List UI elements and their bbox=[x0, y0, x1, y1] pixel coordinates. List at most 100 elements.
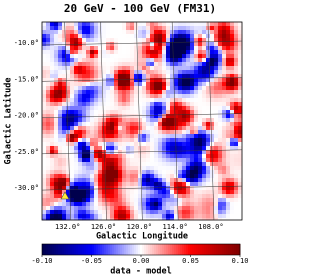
map-cell bbox=[106, 118, 111, 123]
map-cell bbox=[98, 130, 103, 135]
map-cell bbox=[182, 54, 187, 59]
map-cell bbox=[186, 146, 191, 151]
map-cell bbox=[198, 178, 203, 183]
map-cell bbox=[226, 90, 231, 95]
map-cell bbox=[74, 210, 79, 215]
map-cell bbox=[126, 154, 131, 159]
map-cell bbox=[98, 46, 103, 51]
map-cell bbox=[50, 174, 55, 179]
map-cell bbox=[50, 26, 55, 31]
map-cell bbox=[114, 158, 119, 163]
map-cell bbox=[82, 122, 87, 127]
map-cell bbox=[194, 178, 199, 183]
map-cell bbox=[122, 122, 127, 127]
grid-line bbox=[64, 21, 71, 221]
map-cell bbox=[110, 66, 115, 71]
map-cell bbox=[78, 194, 83, 199]
map-cell bbox=[118, 158, 123, 163]
map-cell bbox=[206, 70, 211, 75]
colorbar-cell bbox=[130, 244, 133, 255]
map-cell bbox=[82, 50, 87, 55]
map-cell bbox=[142, 34, 147, 39]
map-cell bbox=[82, 134, 87, 139]
map-cell bbox=[114, 38, 119, 43]
map-cell bbox=[118, 186, 123, 191]
map-cell bbox=[114, 178, 119, 183]
map-cell bbox=[78, 90, 83, 95]
map-cell bbox=[218, 130, 223, 135]
map-cell bbox=[98, 214, 103, 219]
map-cell bbox=[206, 206, 211, 211]
map-cell bbox=[182, 98, 187, 103]
map-cell bbox=[166, 66, 171, 71]
map-cell bbox=[146, 134, 151, 139]
map-cell bbox=[186, 106, 191, 111]
map-cell bbox=[174, 94, 179, 99]
map-cell bbox=[138, 78, 143, 83]
map-cell bbox=[174, 114, 179, 119]
map-cell bbox=[226, 118, 231, 123]
map-cell bbox=[190, 86, 195, 91]
map-cell bbox=[150, 194, 155, 199]
map-cell bbox=[182, 74, 187, 79]
map-cell bbox=[214, 86, 219, 91]
map-cell bbox=[138, 178, 143, 183]
map-cell bbox=[210, 90, 215, 95]
map-cell bbox=[66, 102, 71, 107]
colorbar-cell bbox=[106, 244, 109, 255]
map-cell bbox=[222, 206, 227, 211]
map-cell bbox=[126, 166, 131, 171]
map-cell bbox=[222, 174, 227, 179]
map-cell bbox=[226, 66, 231, 71]
map-cell bbox=[142, 130, 147, 135]
map-cell bbox=[78, 74, 83, 79]
map-cell bbox=[134, 90, 139, 95]
map-cell bbox=[230, 142, 235, 147]
map-cell bbox=[70, 214, 75, 219]
map-cell bbox=[54, 190, 59, 195]
map-cell bbox=[206, 190, 211, 195]
map-cell bbox=[202, 106, 207, 111]
map-cell bbox=[42, 210, 47, 215]
map-cell bbox=[178, 126, 183, 131]
map-cell bbox=[70, 54, 75, 59]
map-cell bbox=[90, 194, 95, 199]
map-cell bbox=[150, 94, 155, 99]
map-cell bbox=[114, 134, 119, 139]
map-cell bbox=[114, 110, 119, 115]
map-cell bbox=[66, 34, 71, 39]
map-cell bbox=[118, 86, 123, 91]
colorbar-cell bbox=[200, 244, 203, 255]
map-cell bbox=[234, 134, 239, 139]
map-cell bbox=[114, 154, 119, 159]
map-cell bbox=[138, 170, 143, 175]
map-cell bbox=[102, 106, 107, 111]
map-cell bbox=[138, 218, 143, 221]
map-cell bbox=[194, 78, 199, 83]
map-cell bbox=[126, 170, 131, 175]
map-cell bbox=[54, 182, 59, 187]
map-cell bbox=[150, 26, 155, 31]
map-cell bbox=[230, 126, 235, 131]
map-cell bbox=[206, 166, 211, 171]
map-cell bbox=[126, 130, 131, 135]
map-cell bbox=[82, 194, 87, 199]
colorbar-cell bbox=[94, 244, 97, 255]
map-cell bbox=[202, 142, 207, 147]
x-tick-label: 126.0° bbox=[91, 223, 116, 231]
map-cell bbox=[202, 122, 207, 127]
map-cell bbox=[162, 142, 167, 147]
map-cell bbox=[62, 38, 67, 43]
map-cell bbox=[126, 178, 131, 183]
map-cell bbox=[182, 94, 187, 99]
map-cell bbox=[190, 106, 195, 111]
map-cell bbox=[138, 34, 143, 39]
map-cell bbox=[214, 154, 219, 159]
map-cell bbox=[58, 70, 63, 75]
map-cell bbox=[198, 58, 203, 63]
map-cell bbox=[162, 90, 167, 95]
map-cell bbox=[54, 206, 59, 211]
map-cell bbox=[50, 110, 55, 115]
map-cell bbox=[202, 162, 207, 167]
map-cell bbox=[146, 154, 151, 159]
